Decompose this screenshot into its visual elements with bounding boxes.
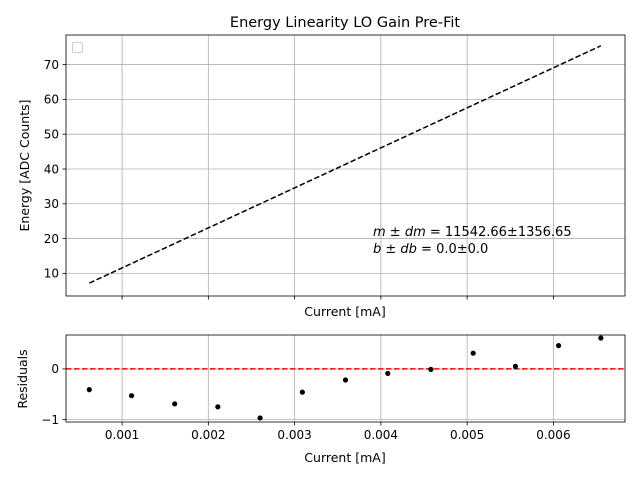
residual-point — [385, 370, 391, 377]
bottom-x-tick-label: 0.002 — [191, 428, 225, 442]
intercept-value: = 0.0±0.0 — [417, 242, 488, 257]
top-y-tick-label: 30 — [44, 197, 59, 211]
bottom-x-ticks: 0.001 0.002 0.003 0.004 0.005 0.006 — [105, 422, 571, 442]
top-axes-frame — [65, 34, 626, 297]
chart-title: Energy Linearity LO Gain Pre-Fit — [230, 15, 460, 31]
fit-line — [88, 45, 602, 284]
residual-point — [428, 366, 434, 372]
legend-box — [72, 42, 83, 53]
residual-point — [342, 377, 349, 383]
residual-point — [598, 335, 604, 341]
slope-value: = 11542.66±1356.65 — [426, 225, 572, 240]
svg-text:m ± dm = 11542.66±1356.65: m ± dm = 11542.66±1356.65 — [373, 225, 572, 240]
top-x-axis-label: Current [mA] — [304, 304, 385, 319]
top-y-tick-label: 40 — [44, 162, 59, 176]
top-y-ticks: 10 20 30 40 50 60 70 — [44, 58, 66, 281]
top-y-tick-label: 20 — [44, 232, 59, 246]
top-y-axis-label: Energy [ADC Counts] — [17, 99, 32, 231]
residual-point — [86, 387, 92, 393]
bottom-y-axis-label: Residuals — [15, 349, 30, 408]
top-y-tick-label: 60 — [44, 93, 59, 107]
bottom-x-tick-label: 0.001 — [105, 428, 139, 442]
bottom-x-tick-label: 0.004 — [364, 428, 398, 442]
bottom-plot-content — [66, 335, 625, 421]
bottom-x-axis-label: Current [mA] — [304, 450, 385, 465]
residual-point — [512, 363, 519, 369]
bottom-y-ticks: −1 0 — [41, 362, 66, 427]
top-y-tick-label: 10 — [44, 267, 59, 281]
top-x-ticks — [121, 296, 554, 300]
top-y-tick-label: 70 — [44, 58, 59, 72]
top-y-tick-label: 50 — [44, 127, 59, 141]
bottom-axes-frame — [65, 334, 626, 423]
bottom-x-tick-label: 0.005 — [450, 428, 484, 442]
svg-text:b ± db = 0.0±0.0: b ± db = 0.0±0.0 — [373, 242, 488, 257]
top-plot-content — [88, 45, 602, 284]
intercept-symbol: b ± db — [373, 242, 417, 257]
bottom-x-tick-label: 0.003 — [277, 428, 311, 442]
bottom-y-tick-label: 0 — [51, 362, 59, 376]
residual-point — [299, 389, 305, 395]
fit-annotation: m ± dm = 11542.66±1356.65 b ± db = 0.0±0… — [373, 225, 572, 257]
bottom-x-tick-label: 0.006 — [536, 428, 570, 442]
residual-point — [172, 401, 178, 407]
residual-point — [470, 350, 476, 356]
residual-point — [257, 415, 263, 421]
residual-point — [555, 343, 562, 349]
top-grid — [66, 35, 625, 296]
slope-symbol: m ± dm — [373, 225, 426, 240]
residual-point — [128, 393, 135, 399]
residual-point — [215, 404, 221, 410]
bottom-y-tick-label: −1 — [41, 413, 59, 427]
